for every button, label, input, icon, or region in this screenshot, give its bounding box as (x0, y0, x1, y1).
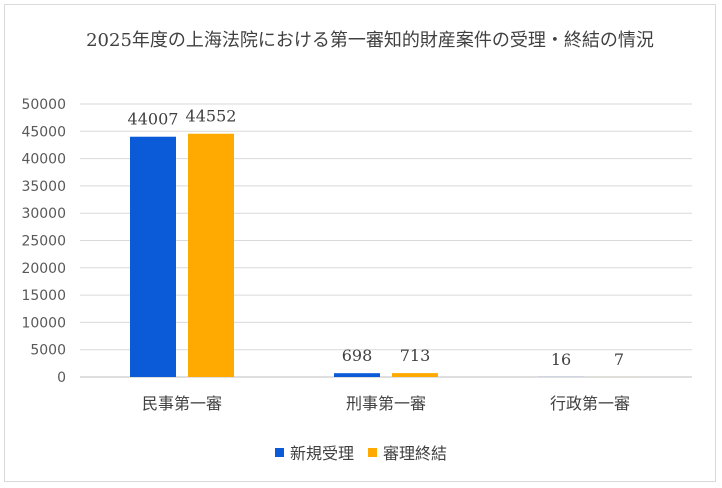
data-label-1-0: 698 (342, 346, 373, 365)
y-tick-label: 15000 (21, 288, 66, 304)
legend-swatch-series-0 (274, 447, 284, 457)
data-label-0-1: 44552 (186, 107, 237, 126)
x-category-label: 行政第一審 (550, 394, 630, 413)
legend-item-series-0: 新規受理 (274, 440, 354, 464)
y-tick-label: 45000 (21, 124, 66, 140)
y-tick-label: 5000 (30, 343, 66, 359)
bar-1-1 (392, 373, 438, 377)
data-label-1-1: 713 (400, 346, 431, 365)
bar-0-0 (130, 136, 176, 377)
data-label-0-0: 44007 (128, 110, 179, 129)
bar-0-1 (188, 133, 234, 377)
y-tick-label: 0 (57, 370, 66, 386)
bar-1-0 (334, 373, 380, 377)
data-label-2-0: 16 (551, 350, 571, 369)
legend-label-series-0: 新規受理 (289, 444, 354, 463)
y-tick-label: 20000 (21, 261, 66, 277)
x-category-label: 刑事第一審 (346, 394, 426, 413)
x-category-label: 民事第一審 (142, 394, 222, 413)
y-tick-label: 10000 (21, 315, 66, 331)
legend-item-series-1: 審理終結 (368, 440, 447, 464)
legend: 新規受理 審理終結 (0, 440, 722, 464)
chart-frame (4, 4, 716, 482)
y-tick-label: 25000 (21, 234, 66, 250)
legend-swatch-series-1 (368, 447, 377, 457)
y-tick-label: 40000 (21, 152, 66, 168)
legend-label-series-1: 審理終結 (383, 444, 448, 463)
y-tick-label: 35000 (21, 179, 66, 195)
data-label-2-1: 7 (614, 350, 624, 369)
y-tick-label: 30000 (21, 206, 66, 222)
chart-title: 2025年度の上海法院における第一審知的財産案件の受理・終結の情況 (86, 30, 654, 51)
y-tick-label: 50000 (21, 97, 66, 113)
